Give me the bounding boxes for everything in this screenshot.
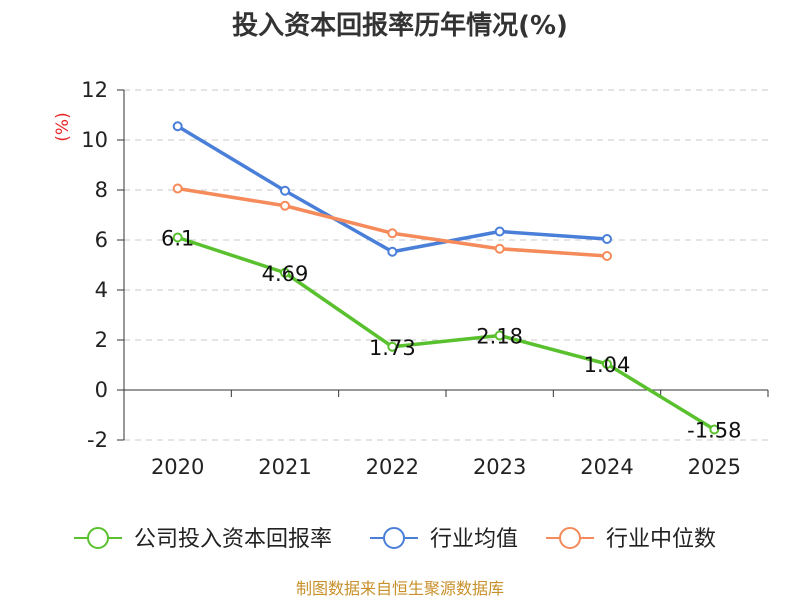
data-label: 6.1 [161, 227, 194, 251]
data-point [280, 185, 290, 196]
data-point [172, 183, 183, 194]
y-tick-label: 4 [95, 278, 108, 302]
y-tick-label: -2 [87, 428, 108, 452]
data-point [602, 234, 612, 244]
legend-marker [559, 527, 581, 549]
y-axis-label: (%) [53, 112, 73, 141]
legend-label: 行业中位数 [606, 527, 716, 552]
data-label: -1.58 [687, 419, 741, 443]
grid [124, 89, 768, 441]
y-tick-label: 2 [95, 328, 108, 352]
data-point [494, 226, 505, 237]
source-note: 制图数据来自恒生聚源数据库 [296, 579, 504, 598]
x-tick-label: 2020 [151, 455, 204, 479]
series-line [177, 235, 716, 431]
data-point [280, 200, 290, 211]
y-tick-label: 0 [95, 378, 108, 402]
y-tick-label: 6 [95, 228, 108, 252]
x-tick-label: 2022 [366, 455, 419, 479]
x-tick-label: 2025 [688, 455, 741, 479]
legend-item[interactable]: 行业均值 [370, 527, 518, 552]
x-tick-label: 2021 [258, 455, 311, 479]
legend-marker [87, 527, 109, 549]
data-label: 4.69 [262, 262, 309, 286]
data-point [280, 267, 290, 278]
legend-label: 行业均值 [430, 527, 518, 552]
x-tick-label: 2023 [473, 455, 526, 479]
legend-item[interactable]: 行业中位数 [546, 527, 716, 552]
data-point [387, 246, 398, 257]
x-tick-label: 2024 [580, 455, 633, 479]
series-line [177, 186, 608, 258]
legend-item[interactable]: 公司投入资本回报率 [74, 527, 332, 552]
data-point [602, 251, 612, 261]
y-tick-label: 12 [81, 78, 108, 102]
legend-marker [383, 527, 405, 549]
data-point [494, 330, 505, 341]
y-tick-label: 10 [81, 128, 108, 152]
data-label: 2.18 [476, 325, 523, 349]
data-labels: 6.1 4.69 1.73 2.18 1.04 -1.58 [161, 227, 742, 443]
data-point [172, 121, 183, 132]
data-point [387, 341, 398, 352]
data-point [172, 232, 183, 243]
axes: -2 0 2 4 6 8 10 12 2020 2021 2022 2023 2024 2025 [81, 78, 769, 479]
data-point [602, 359, 612, 369]
data-point [387, 228, 398, 239]
series-layer [172, 121, 720, 435]
chart-title: 投入资本回报率历年情况(%) [232, 10, 568, 41]
data-point [494, 243, 505, 254]
legend[interactable]: 公司投入资本回报率 行业均值 行业中位数 [74, 527, 716, 552]
data-point [709, 424, 720, 435]
y-tick-label: 8 [95, 178, 108, 202]
data-label: 1.04 [584, 353, 631, 377]
data-label: 1.73 [369, 336, 416, 360]
legend-label: 公司投入资本回报率 [134, 527, 332, 552]
